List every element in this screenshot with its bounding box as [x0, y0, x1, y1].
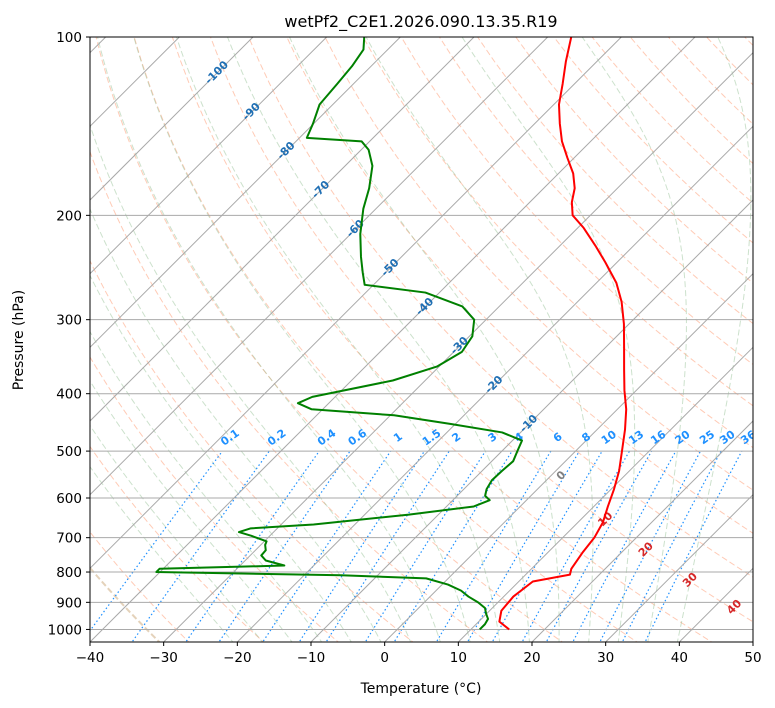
y-tick-label: 900 — [56, 595, 82, 611]
moist-adiabat-line — [90, 330, 323, 642]
x-tick-label: −40 — [76, 650, 105, 666]
mixing-ratio-line — [218, 450, 351, 642]
mixing-ratio-line — [393, 450, 513, 642]
isotherm-line — [384, 272, 753, 642]
x-tick-label: 20 — [523, 650, 540, 666]
dry-adiabat-line — [400, 37, 753, 407]
y-axis-ticks: 1000 900 800 700 600 500 400 300 200 100 — [48, 30, 90, 638]
mixing-ratio-line — [131, 450, 270, 642]
isotherm-line — [90, 37, 622, 570]
dry-adiabat-line — [362, 37, 753, 449]
dry-adiabat-line — [248, 37, 753, 578]
isotherm-line — [90, 37, 401, 349]
x-tick-label: −10 — [297, 650, 326, 666]
isotherm-line — [90, 37, 549, 496]
y-tick-label: 200 — [56, 208, 82, 224]
isotherm-line — [90, 37, 696, 642]
y-tick-label: 1000 — [48, 622, 82, 638]
y-axis-label: Pressure (hPa) — [11, 290, 27, 390]
isotherm-line — [310, 199, 753, 642]
moist-adiabat-line — [581, 37, 687, 642]
mixing-ratio-line — [262, 450, 392, 642]
moist-adiabat-line — [676, 37, 752, 642]
y-tick-label: 300 — [56, 313, 82, 329]
mixing-ratio-line — [466, 450, 580, 642]
temperature-profile — [498, 37, 628, 631]
x-tick-label: 0 — [380, 650, 389, 666]
moist-adiabat-line — [175, 37, 501, 642]
dry-adiabat-line — [324, 37, 753, 491]
mixing-ratio-line — [572, 450, 677, 642]
isotherm-line — [457, 346, 753, 642]
moist-adiabat-line — [365, 37, 594, 642]
isotherm-line — [90, 37, 254, 201]
mixing-ratio-line — [185, 450, 320, 642]
moist-adiabat-line — [461, 37, 636, 642]
y-tick-label: 600 — [56, 491, 82, 507]
y-tick-label: 400 — [56, 387, 82, 403]
moist-adiabat-line — [90, 380, 293, 642]
y-tick-label: 100 — [56, 30, 82, 46]
isotherm-line — [236, 125, 753, 642]
dewpoint-profile — [155, 37, 523, 631]
plot-frame — [89, 36, 754, 643]
moist-adiabat-line — [227, 37, 530, 642]
x-axis-ticks: −40 −30 −20 −10 0 10 20 30 40 50 — [76, 642, 762, 666]
moist-adiabat-line — [97, 37, 441, 642]
dry-adiabat-line — [477, 37, 753, 325]
mixing-ratio-line — [599, 450, 702, 642]
x-tick-label: −20 — [223, 650, 252, 666]
dry-adiabat-line — [95, 37, 564, 642]
mixing-ratio-line — [298, 450, 425, 642]
y-tick-label: 800 — [56, 565, 82, 581]
profiles — [155, 37, 628, 631]
x-tick-label: 30 — [597, 650, 614, 666]
isotherm-line — [531, 420, 753, 642]
mixing-ratio-line — [90, 450, 223, 632]
moist-adiabat-line — [133, 37, 471, 642]
y-tick-label: 700 — [56, 531, 82, 547]
isotherm-line — [90, 37, 475, 422]
chart-title: wetPf2_C2E1.2026.090.13.35.R19 — [284, 12, 557, 32]
x-tick-label: 40 — [671, 650, 688, 666]
moist-adiabat-line — [289, 37, 560, 642]
dry-adiabat-line — [90, 445, 265, 642]
x-tick-label: 10 — [450, 650, 467, 666]
dry-adiabat-line — [90, 150, 489, 642]
x-axis-label: Temperature (°C) — [360, 681, 482, 697]
dry-adiabat-line — [210, 37, 753, 623]
mixing-ratio-line — [621, 450, 722, 642]
isotherm-line — [90, 37, 328, 275]
mixing-ratio-line — [325, 450, 450, 642]
x-tick-label: −30 — [149, 650, 178, 666]
x-tick-label: 50 — [744, 650, 761, 666]
y-tick-label: 500 — [56, 444, 82, 460]
plot-area: -100-90-80-70-60-50-40-30-20-100.1 0.2 0.4… — [90, 37, 753, 642]
isotherm-line — [605, 493, 753, 642]
mixing-ratio-lines — [90, 450, 743, 642]
